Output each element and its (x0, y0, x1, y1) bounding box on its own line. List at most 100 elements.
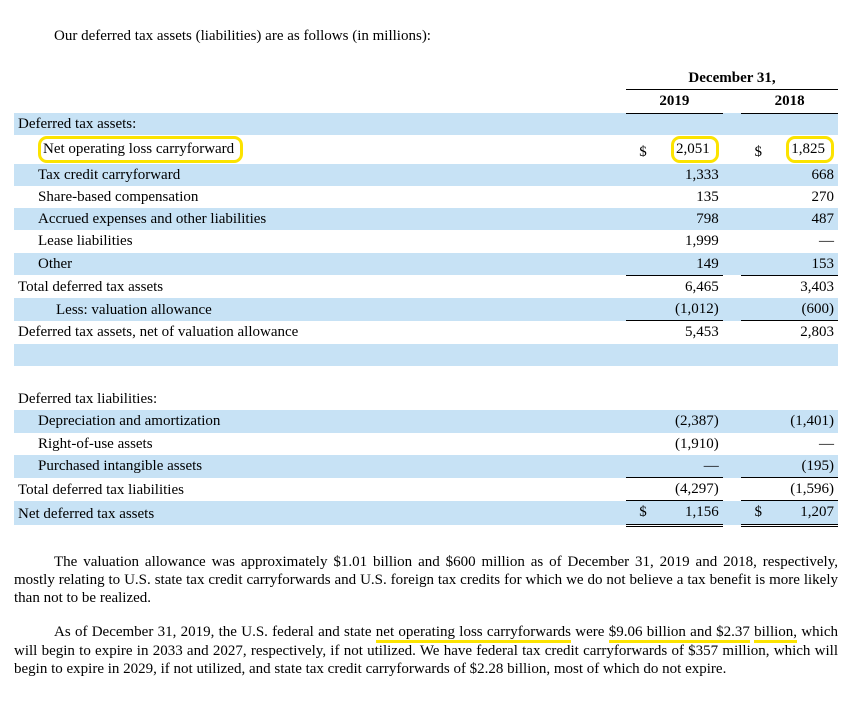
table-header-years: 2019 2018 (14, 90, 838, 113)
amount-cell: (1,910) (651, 433, 723, 455)
table-row: Right-of-use assets (1,910) — (14, 433, 838, 455)
gap-cell (723, 321, 742, 344)
table-row (14, 366, 838, 388)
amount-cell: (2,387) (651, 410, 723, 432)
currency-symbol (626, 164, 651, 186)
table-row: Tax credit carryforward1,333668 (14, 164, 838, 186)
currency-symbol: $ (741, 501, 766, 525)
currency-symbol (626, 321, 651, 344)
deferred-tax-table: December 31, 2019 2018 Deferred tax asse… (14, 67, 838, 527)
amount-cell: 270 (766, 186, 838, 208)
row-label: Depreciation and amortization (14, 410, 626, 432)
amount-cell: (195) (766, 455, 838, 478)
amount-cell (651, 113, 723, 135)
gap-cell (723, 230, 742, 252)
gap-cell (723, 388, 742, 410)
currency-symbol (741, 321, 766, 344)
highlight-box: Net operating loss carryforward (38, 136, 243, 162)
currency-symbol (741, 455, 766, 478)
amount-cell: 135 (651, 186, 723, 208)
currency-symbol (626, 388, 651, 410)
table-row: Net operating loss carryforward $2,051 $1,… (14, 135, 838, 163)
gap-cell (723, 433, 742, 455)
row-label: Right-of-use assets (14, 433, 626, 455)
currency-symbol (741, 113, 766, 135)
table-header-span: December 31, (14, 67, 838, 90)
gap-cell (723, 135, 742, 163)
spacer-cell (14, 344, 838, 366)
currency-symbol (741, 298, 766, 321)
amount-cell: 2,803 (766, 321, 838, 344)
currency-symbol (626, 208, 651, 230)
gap-cell (723, 253, 742, 276)
row-label: Purchased intangible assets (14, 455, 626, 478)
para2-underline-2: $9.06 billion and $2.37 (609, 624, 750, 643)
highlight-box: 2,051 (671, 136, 719, 162)
header-year-2019: 2019 (626, 90, 723, 113)
table-row: Share-based compensation135270 (14, 186, 838, 208)
header-year-2018: 2018 (741, 90, 838, 113)
currency-symbol (741, 433, 766, 455)
amount-cell: 1,156 (651, 501, 723, 525)
currency-symbol (626, 113, 651, 135)
gap-cell (723, 113, 742, 135)
currency-symbol (626, 433, 651, 455)
currency-symbol: $ (741, 135, 766, 163)
table-row: Deferred tax liabilities: (14, 388, 838, 410)
table-row: Lease liabilities 1,999 — (14, 230, 838, 252)
currency-symbol (626, 253, 651, 276)
table-row (14, 344, 838, 366)
amount-cell: 6,465 (651, 275, 723, 298)
amount-cell: — (766, 230, 838, 252)
amount-cell (651, 388, 723, 410)
row-label: Total deferred tax liabilities (14, 478, 626, 501)
table-row: Deferred tax assets: (14, 113, 838, 135)
amount-cell: 487 (766, 208, 838, 230)
row-label: Net deferred tax assets (14, 501, 626, 525)
spacer-cell (14, 366, 838, 388)
intro-text: Our deferred tax assets (liabilities) ar… (54, 28, 838, 45)
gap-cell (723, 501, 742, 525)
currency-symbol: $ (626, 501, 651, 525)
amount-cell: — (651, 455, 723, 478)
row-label: Total deferred tax assets (14, 275, 626, 298)
amount-cell: (1,401) (766, 410, 838, 432)
amount-cell: 1,999 (651, 230, 723, 252)
table-row: Other 149 153 (14, 253, 838, 276)
para2-underline-1: net operating loss carryforwards (376, 624, 571, 643)
para2-seg-a: As of December 31, 2019, the U.S. federa… (54, 624, 376, 640)
row-label: Lease liabilities (14, 230, 626, 252)
currency-symbol (626, 455, 651, 478)
currency-symbol (741, 388, 766, 410)
amount-cell: — (766, 433, 838, 455)
amount-cell: 5,453 (651, 321, 723, 344)
para2-seg-b: were (571, 624, 609, 640)
currency-symbol: $ (626, 135, 651, 163)
amount-cell: 149 (651, 253, 723, 276)
currency-symbol (741, 410, 766, 432)
row-label: Other (14, 253, 626, 276)
row-label: Less: valuation allowance (14, 298, 626, 321)
amount-cell: 153 (766, 253, 838, 276)
amount-cell: (600) (766, 298, 838, 321)
amount-cell: (4,297) (651, 478, 723, 501)
currency-symbol (741, 253, 766, 276)
amount-cell: 1,333 (651, 164, 723, 186)
table-row: Total deferred tax assets 6,465 3,403 (14, 275, 838, 298)
currency-symbol (741, 478, 766, 501)
row-label: Deferred tax assets: (14, 113, 626, 135)
amount-cell: 1,825 (766, 135, 838, 163)
amount-cell: 3,403 (766, 275, 838, 298)
paragraph-valuation-allowance: The valuation allowance was approximatel… (14, 553, 838, 608)
currency-symbol (626, 186, 651, 208)
amount-cell (766, 388, 838, 410)
table-row: Net deferred tax assets$1,156$1,207 (14, 501, 838, 525)
row-label: Deferred tax liabilities: (14, 388, 626, 410)
currency-symbol (741, 275, 766, 298)
amount-cell (766, 113, 838, 135)
gap-cell (723, 298, 742, 321)
gap-cell (723, 478, 742, 501)
currency-symbol (626, 298, 651, 321)
row-label: Net operating loss carryforward (14, 135, 626, 163)
amount-cell: (1,012) (651, 298, 723, 321)
